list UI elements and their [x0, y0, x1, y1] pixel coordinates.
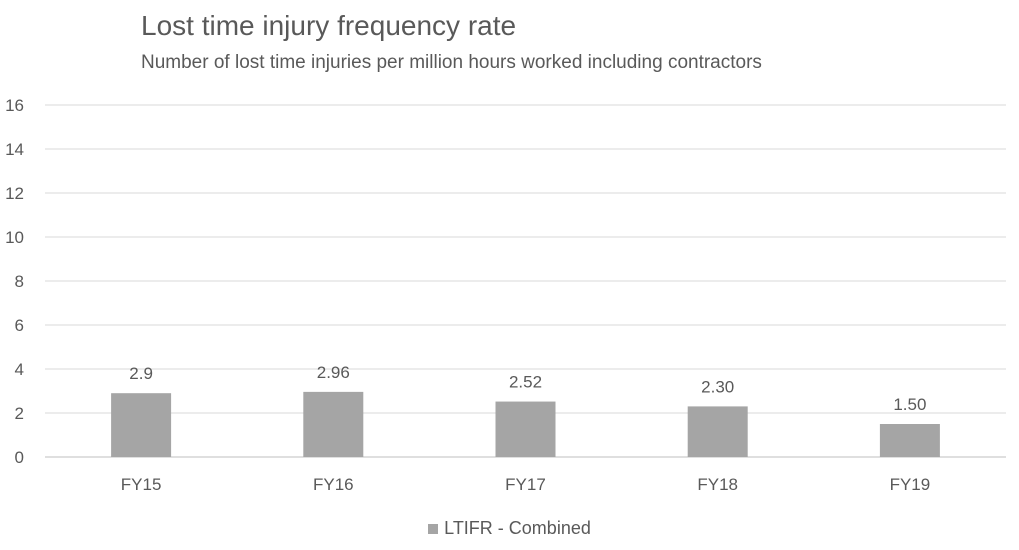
- y-tick-label: 0: [15, 448, 24, 467]
- y-tick-label: 6: [15, 316, 24, 335]
- y-tick-label: 8: [15, 272, 24, 291]
- bar: [879, 424, 940, 457]
- bar: [303, 391, 364, 457]
- x-tick-label: FY16: [313, 475, 354, 494]
- x-tick-label: FY15: [121, 475, 162, 494]
- data-label: 2.30: [701, 377, 734, 396]
- legend-label: LTIFR - Combined: [444, 518, 591, 538]
- legend-swatch: [428, 523, 439, 534]
- x-tick-label: FY19: [890, 475, 931, 494]
- y-tick-label: 4: [15, 360, 24, 379]
- y-tick-label: 12: [5, 184, 24, 203]
- y-tick-label: 2: [15, 404, 24, 423]
- x-tick-label: FY17: [505, 475, 546, 494]
- y-tick-label: 14: [5, 140, 24, 159]
- chart-subtitle: Number of lost time injuries per million…: [141, 52, 762, 73]
- data-label: 2.9: [129, 364, 153, 383]
- y-tick-label: 10: [5, 228, 24, 247]
- chart-title: Lost time injury frequency rate: [141, 10, 517, 41]
- bar: [687, 406, 748, 457]
- y-tick-label: 16: [5, 96, 24, 115]
- data-label: 2.52: [509, 373, 542, 392]
- bar: [495, 401, 556, 457]
- x-tick-label: FY18: [697, 475, 738, 494]
- legend: LTIFR - Combined: [0, 518, 1019, 539]
- data-label: 2.96: [317, 363, 350, 382]
- bar: [111, 393, 172, 457]
- data-label: 1.50: [893, 395, 926, 414]
